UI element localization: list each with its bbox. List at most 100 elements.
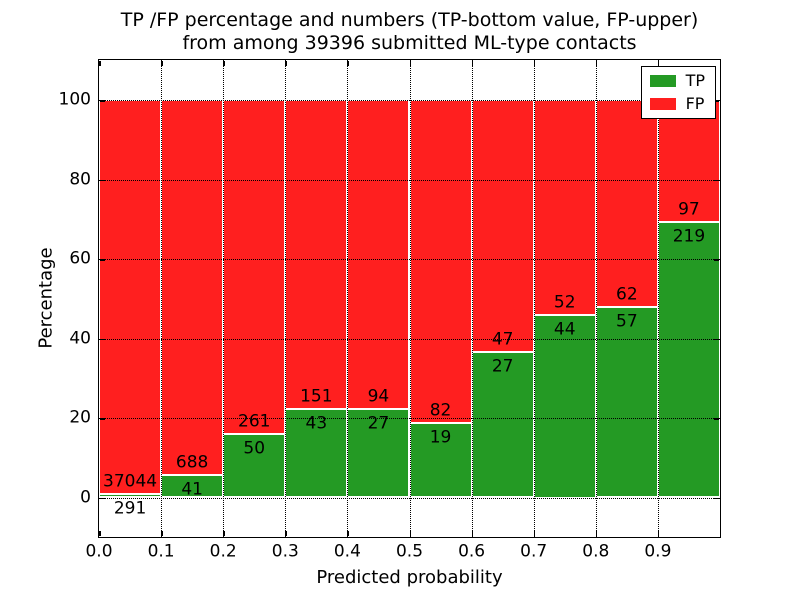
- legend-item-tp: TP: [649, 71, 705, 90]
- tp-legend-label: TP: [685, 71, 705, 90]
- x-tick-mark: [285, 531, 287, 536]
- v-gridline: [161, 60, 163, 537]
- fp-count-label: 52: [553, 292, 576, 313]
- tp-count-label: 43: [305, 413, 328, 434]
- x-tick-mark: [471, 531, 474, 536]
- x-tick-label: 0.0: [85, 541, 113, 562]
- y-tick-label: 100: [58, 89, 91, 110]
- y-tick-mark: [100, 100, 105, 102]
- y-tick-label: 80: [69, 169, 91, 189]
- v-gridline: [471, 60, 473, 537]
- y-tick-mark: [100, 338, 105, 340]
- fp-count-label: 261: [238, 411, 271, 432]
- fp-legend-label: FP: [685, 94, 705, 113]
- x-tick-mark: [595, 61, 598, 66]
- tp-count-label: 41: [181, 479, 203, 500]
- v-gridline: [347, 60, 349, 537]
- x-tick-label: 0.2: [209, 541, 237, 562]
- x-tick-mark: [657, 531, 660, 536]
- grid-layer: [99, 60, 720, 537]
- x-tick-mark: [409, 531, 411, 536]
- legend-item-fp: FP: [649, 94, 705, 113]
- fp-count-label: 97: [678, 199, 700, 220]
- tp-count-label: 57: [616, 311, 638, 332]
- bar-fp-segment: [533, 100, 596, 316]
- bar-tp-segment: [347, 408, 410, 498]
- x-tick-mark: [99, 61, 101, 66]
- y-tick-mark: [100, 179, 105, 181]
- y-tick-mark: [100, 418, 105, 420]
- y-tick-label: 40: [69, 328, 91, 348]
- tp-count-label: 219: [672, 226, 706, 247]
- bar-fp-segment: [99, 100, 162, 495]
- x-tick-label: 0.1: [147, 541, 175, 562]
- tp-count-label: 44: [553, 319, 576, 340]
- x-tick-mark: [285, 61, 287, 66]
- x-tick-label: 0.7: [520, 541, 548, 562]
- x-tick-label: 0.3: [271, 541, 299, 562]
- tp-legend-swatch: [649, 75, 676, 87]
- x-tick-mark: [161, 61, 163, 66]
- bar-fp-segment: [409, 100, 472, 423]
- tp-count-label: 27: [491, 356, 514, 377]
- x-tick-mark: [471, 61, 474, 66]
- bar-fp-segment: [595, 100, 658, 308]
- chart-title: TP /FP percentage and numbers (TP-bottom…: [99, 9, 720, 55]
- bars-layer: [99, 60, 720, 537]
- annotations-layer: 37044 291 688 41 261 50 151 43 94 27 82 19 47 27 52 44 6…: [99, 60, 720, 537]
- bar-tp-segment: [533, 315, 596, 498]
- v-gridline: [409, 60, 411, 537]
- bar-tp-segment: [471, 352, 534, 498]
- v-gridline: [595, 60, 597, 537]
- chart-title-line1: TP /FP percentage and numbers (TP-bottom…: [120, 9, 699, 31]
- y-tick-mark: [714, 338, 719, 340]
- x-tick-mark: [223, 61, 225, 66]
- fp-count-label: 62: [616, 284, 638, 305]
- x-tick-mark: [161, 531, 163, 536]
- y-tick-mark: [100, 497, 105, 499]
- y-tick-mark: [714, 259, 719, 261]
- y-tick-mark: [714, 497, 719, 499]
- bar-tp-segment: [99, 494, 162, 498]
- x-tick-mark: [347, 61, 349, 66]
- y-tick-mark: [714, 418, 719, 420]
- tp-count-label: 50: [243, 438, 266, 459]
- x-tick-label: 0.4: [333, 541, 361, 562]
- y-tick-label: 0: [80, 487, 91, 507]
- x-tick-mark: [533, 61, 536, 66]
- tp-count-label: 27: [367, 413, 390, 434]
- y-tick-label: 60: [69, 248, 91, 269]
- tp-count-label: 291: [113, 498, 147, 519]
- fp-count-label: 151: [300, 386, 333, 407]
- tp-count-label: 19: [429, 427, 452, 448]
- fp-count-label: 82: [429, 400, 452, 421]
- bar-tp-segment: [657, 222, 720, 498]
- bar-fp-segment: [657, 100, 720, 223]
- v-gridline: [533, 60, 535, 537]
- chart-title-line2: from among 39396 submitted ML-type conta…: [182, 32, 637, 54]
- x-tick-label: 0.9: [644, 541, 672, 562]
- fp-count-label: 94: [367, 386, 390, 407]
- fp-count-label: 688: [175, 452, 209, 473]
- x-tick-label: 0.5: [395, 541, 424, 562]
- x-tick-mark: [409, 61, 411, 66]
- bar-tp-segment: [409, 422, 472, 498]
- v-gridline: [223, 60, 225, 537]
- x-axis-label: Predicted probability: [316, 567, 503, 588]
- y-tick-mark: [714, 179, 719, 181]
- x-tick-mark: [533, 531, 536, 536]
- v-gridline: [657, 60, 659, 537]
- y-tick-label: 20: [69, 407, 91, 428]
- x-tick-label: 0.8: [582, 541, 610, 562]
- x-tick-mark: [347, 531, 349, 536]
- y-tick-mark: [714, 100, 719, 102]
- x-tick-label: 0.6: [458, 541, 486, 562]
- v-gridline: [285, 60, 287, 537]
- x-tick-mark: [99, 531, 101, 536]
- y-tick-mark: [100, 259, 105, 261]
- legend: TP FP: [640, 66, 716, 119]
- fp-legend-swatch: [649, 98, 676, 110]
- x-tick-mark: [595, 531, 598, 536]
- fp-count-label: 37044: [103, 471, 158, 492]
